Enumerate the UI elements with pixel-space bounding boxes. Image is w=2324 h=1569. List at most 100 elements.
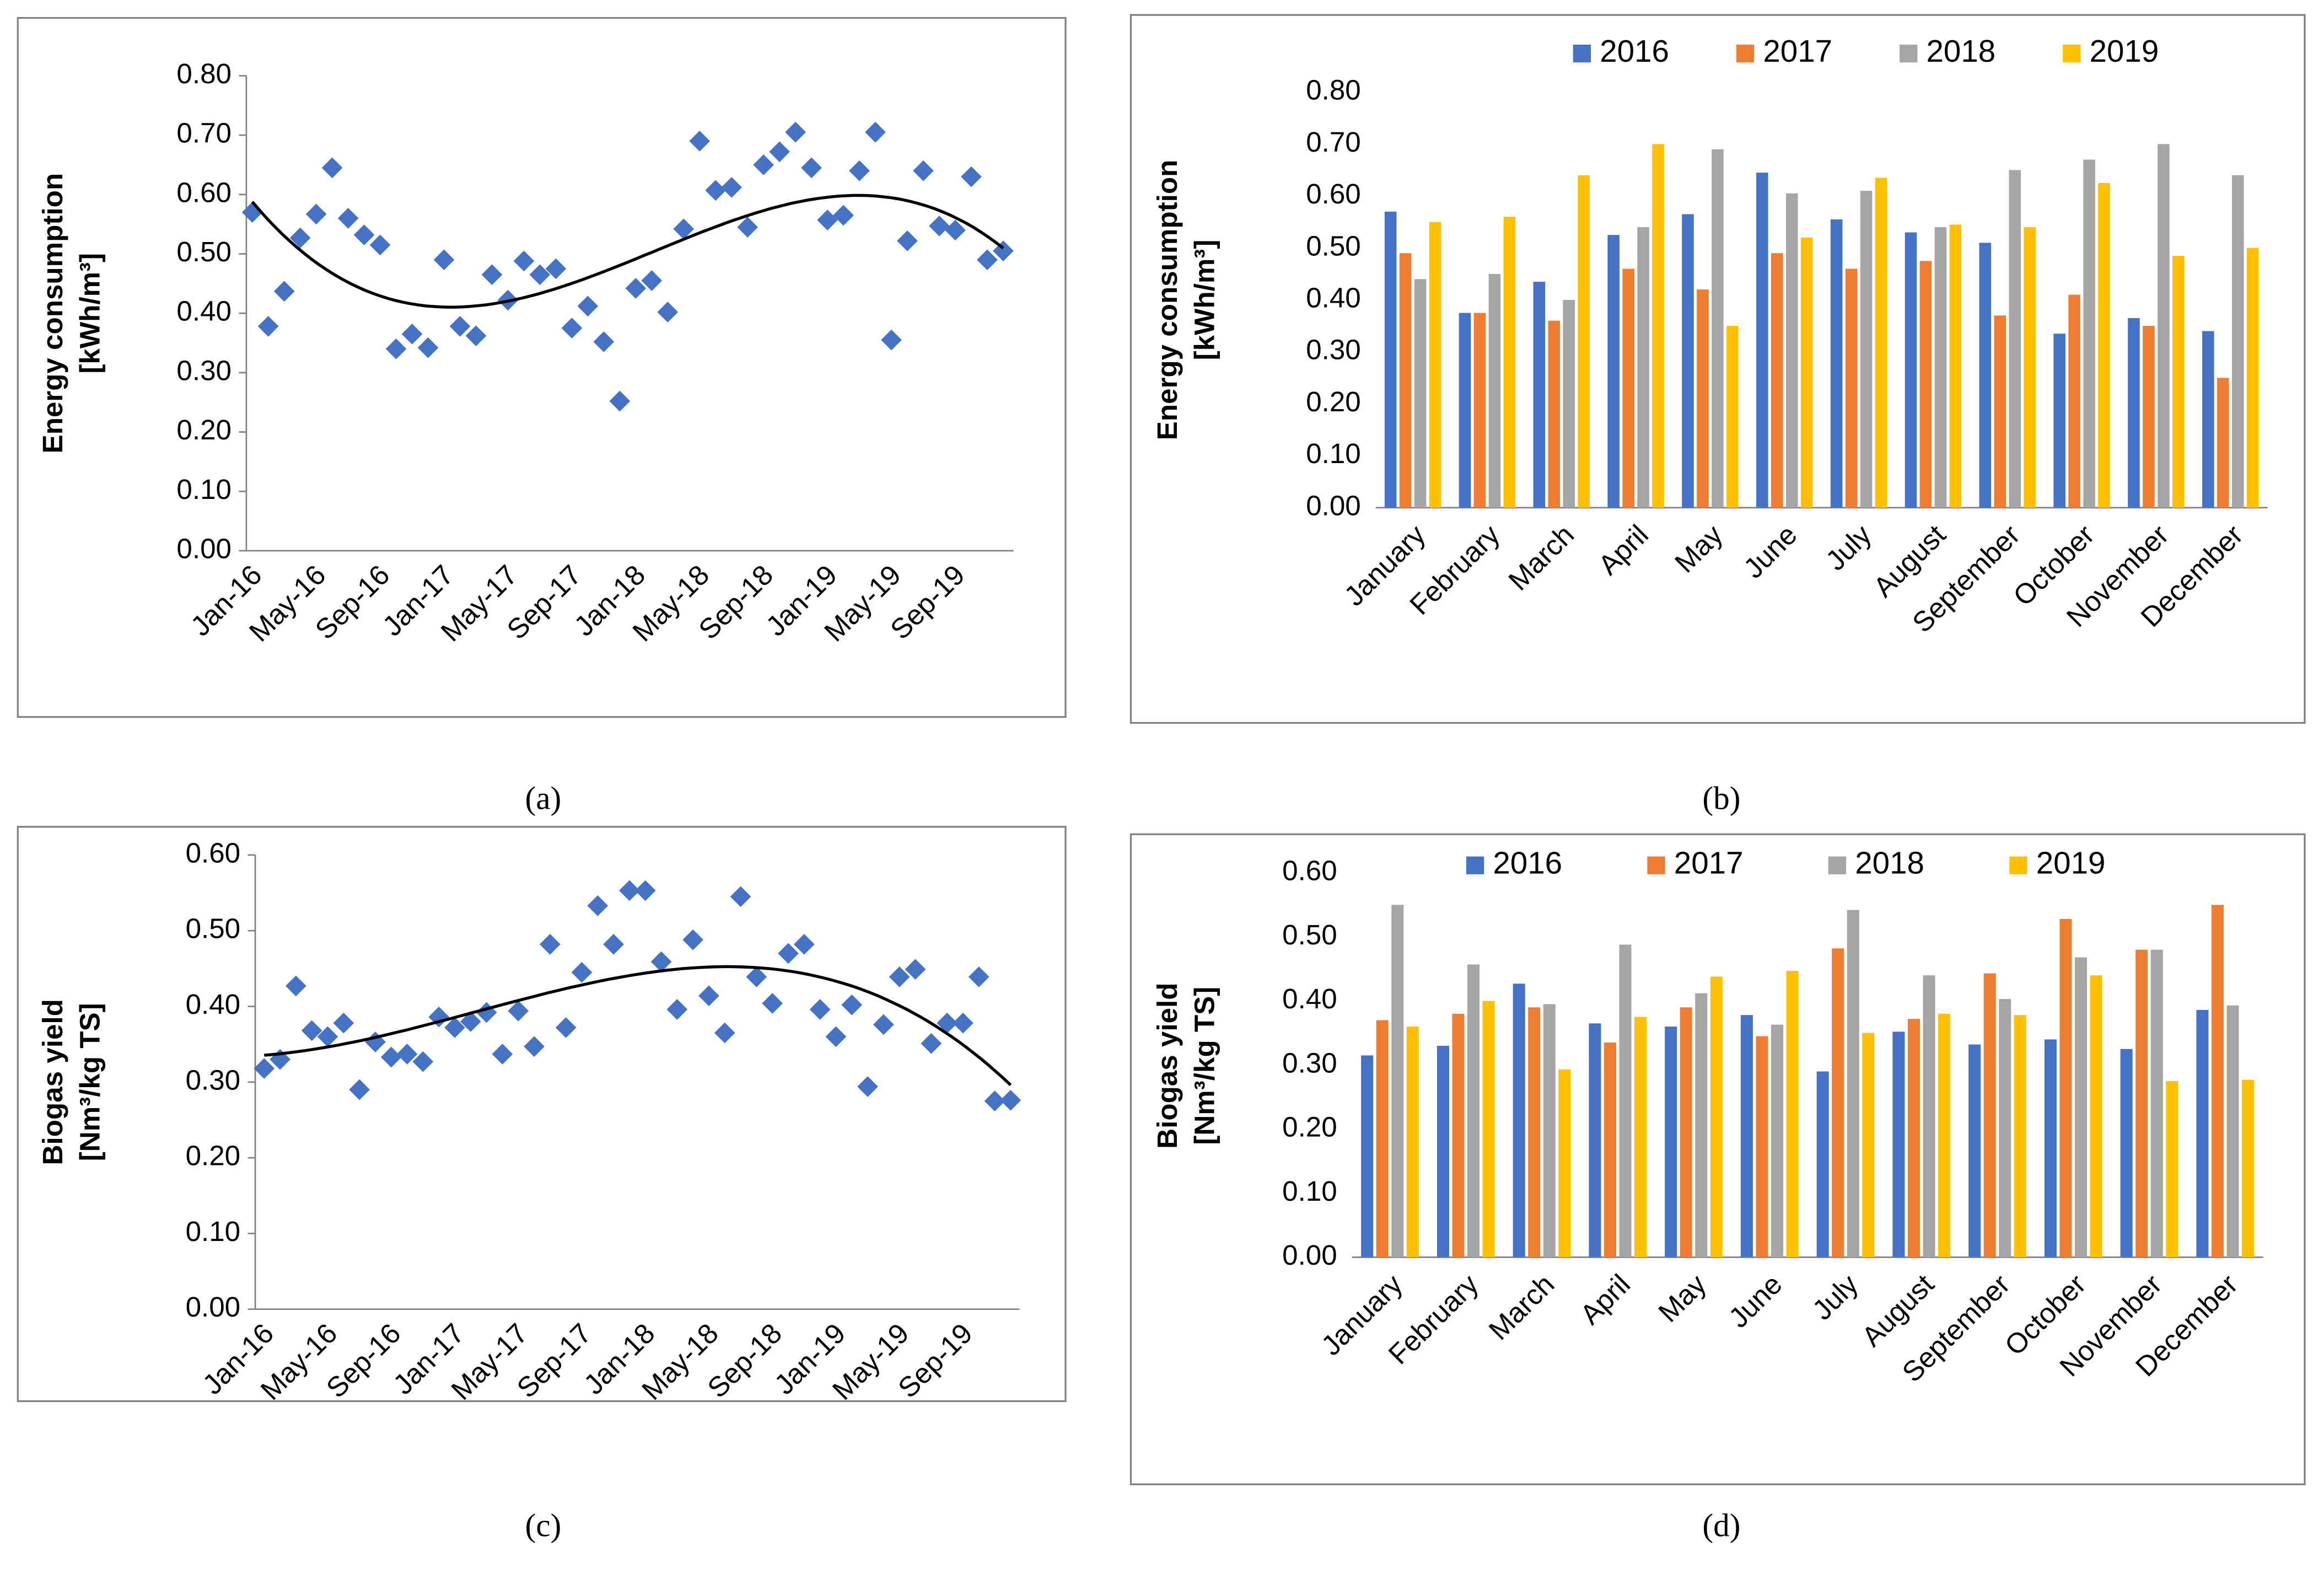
y-tick-label: 0.30 — [176, 354, 232, 386]
legend-label: 2017 — [1674, 846, 1744, 880]
data-point — [905, 959, 926, 980]
x-tick-label: May — [1652, 1268, 1712, 1328]
bar — [1429, 222, 1441, 508]
bar — [1999, 999, 2011, 1258]
bar — [1622, 268, 1634, 508]
legend-label: 2019 — [2036, 846, 2106, 880]
data-point — [666, 999, 688, 1020]
bar — [2158, 144, 2170, 508]
data-point — [881, 329, 902, 351]
legend-label: 2019 — [2090, 34, 2159, 68]
data-point — [492, 1044, 513, 1065]
bar — [2074, 957, 2088, 1258]
bar — [2242, 1079, 2255, 1258]
data-point — [385, 338, 407, 359]
legend-swatch — [1736, 44, 1755, 63]
bar — [1934, 227, 1947, 508]
y-tick-label: 0.00 — [1306, 490, 1361, 521]
bar — [2246, 248, 2259, 508]
bar — [2150, 949, 2163, 1258]
bar — [2166, 1081, 2178, 1258]
bar — [1830, 219, 1843, 508]
bar — [2211, 905, 2224, 1258]
bar — [1391, 905, 1404, 1258]
y-axis-title: Biogas yield — [37, 999, 68, 1165]
legend-swatch — [1573, 44, 1591, 63]
bar — [2143, 326, 2155, 508]
bar — [1832, 948, 1844, 1258]
data-point — [913, 160, 934, 181]
bar — [1771, 253, 1783, 508]
x-tick-label: March — [1483, 1269, 1561, 1346]
data-point — [698, 985, 719, 1007]
bar — [2024, 227, 2036, 508]
y-tick-label: 0.10 — [1282, 1175, 1337, 1207]
data-point — [984, 1090, 1005, 1111]
y-tick-label: 0.20 — [176, 414, 232, 445]
bar — [1607, 235, 1620, 508]
bar — [1473, 313, 1486, 508]
y-tick-label: 0.10 — [186, 1216, 241, 1247]
bar — [1979, 243, 1992, 508]
bar — [1399, 253, 1412, 508]
bar — [2068, 294, 2080, 508]
data-point — [714, 1022, 735, 1044]
data-point — [689, 131, 711, 152]
data-point — [730, 886, 751, 907]
bar — [1860, 191, 1873, 508]
bar — [2059, 918, 2072, 1258]
bar — [2231, 175, 2244, 508]
y-tick-label: 0.50 — [1306, 230, 1361, 261]
legend-label: 2016 — [1600, 34, 1669, 68]
legend-swatch — [1828, 856, 1847, 874]
y-tick-label: 0.40 — [186, 988, 241, 1020]
data-point — [257, 316, 279, 337]
data-point — [961, 166, 982, 187]
data-point — [524, 1036, 545, 1057]
data-point — [396, 1044, 418, 1065]
bar — [1905, 232, 1917, 508]
data-point — [476, 1002, 497, 1023]
data-point — [721, 177, 743, 198]
bar — [1548, 320, 1561, 508]
y-axis-title: [Nm³/kg TS] — [1188, 987, 1220, 1145]
data-point — [953, 1012, 973, 1034]
data-point — [657, 302, 679, 323]
bar — [1756, 173, 1768, 508]
bar — [1938, 1013, 1951, 1258]
data-point — [929, 216, 950, 237]
bar — [2172, 255, 2185, 508]
trend-line — [263, 965, 1012, 1087]
y-tick-label: 0.70 — [1306, 126, 1361, 158]
data-point — [609, 390, 631, 412]
bar — [2120, 1049, 2133, 1258]
y-tick-label: 0.80 — [1306, 74, 1361, 106]
y-tick-label: 0.30 — [186, 1064, 241, 1095]
bar — [1637, 227, 1649, 508]
data-point — [254, 1058, 275, 1079]
data-point — [793, 934, 815, 955]
bar — [1563, 299, 1575, 508]
data-point — [481, 264, 503, 286]
data-point — [801, 157, 822, 179]
data-point — [273, 281, 295, 302]
bar — [1558, 1069, 1571, 1258]
y-tick-label: 0.00 — [186, 1291, 241, 1323]
bar — [2196, 1009, 2209, 1258]
bar — [1513, 984, 1525, 1258]
data-point — [785, 121, 806, 143]
y-tick-label: 0.20 — [1282, 1111, 1337, 1143]
bar — [1695, 993, 1708, 1258]
bar — [1862, 1033, 1875, 1258]
bar — [1710, 976, 1723, 1258]
y-tick-label: 0.60 — [176, 176, 232, 208]
bar — [1800, 237, 1813, 508]
bar — [1785, 193, 1798, 508]
data-point — [353, 224, 375, 245]
bar — [1994, 315, 2006, 508]
data-point — [561, 318, 583, 338]
data-point — [921, 1033, 942, 1054]
data-point — [417, 337, 439, 358]
bar — [1604, 1043, 1616, 1258]
bar — [2044, 1039, 2057, 1258]
